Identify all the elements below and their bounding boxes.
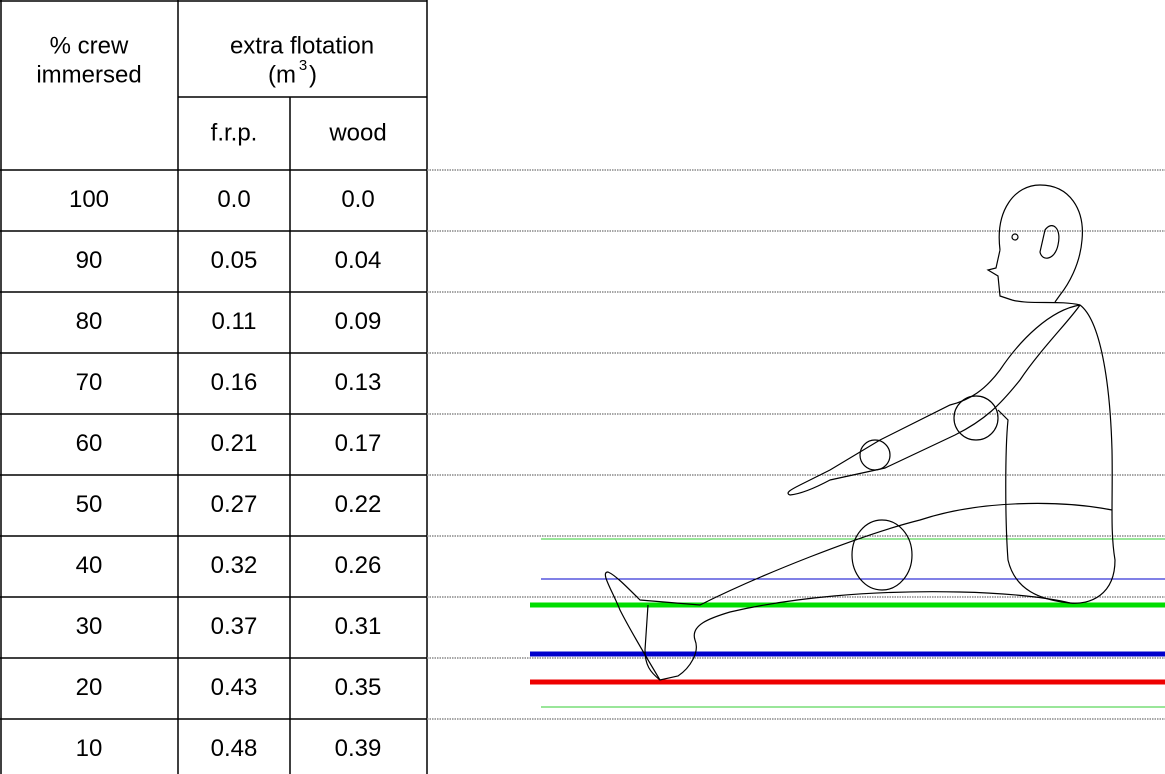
seated-figure	[604, 184, 1116, 681]
ear	[1039, 225, 1060, 259]
table-cell: 0.05	[211, 247, 258, 274]
table-cell: 0.11	[212, 308, 257, 335]
table-cell: 0.27	[211, 491, 258, 518]
leg	[604, 502, 1113, 681]
table	[0, 0, 428, 774]
arm	[787, 304, 1081, 496]
elbow	[953, 395, 999, 441]
table-cell: 0.09	[335, 308, 382, 335]
table-cell: 10	[76, 735, 103, 762]
knee	[851, 519, 913, 591]
table-cell: 0.22	[335, 491, 382, 518]
table-cell: 0.16	[211, 369, 258, 396]
table-cell: 0.13	[335, 369, 382, 396]
table-cell: 0.37	[211, 613, 258, 640]
table-cell: 0.04	[335, 247, 382, 274]
table-cell: 0.26	[335, 552, 382, 579]
table-cell: 80	[76, 308, 103, 335]
header-frp: f.r.p.	[211, 119, 258, 146]
table-cell: 0.21	[211, 430, 258, 457]
table-cell: 0.39	[335, 735, 382, 762]
header-unit: (m	[268, 61, 296, 88]
table-cell: 0.32	[211, 552, 258, 579]
table-cell: 0.43	[211, 674, 258, 701]
wrist	[859, 439, 891, 471]
table-cell: 0.31	[335, 613, 382, 640]
foot	[644, 604, 661, 681]
header-unit: )	[309, 61, 317, 88]
header-crew: % crew	[50, 32, 129, 59]
head	[986, 184, 1083, 303]
table-cell: 90	[76, 247, 103, 274]
table-cell: 0.48	[211, 735, 258, 762]
header-wood: wood	[328, 119, 386, 146]
table-cell: 40	[76, 552, 103, 579]
header-crew: immersed	[36, 61, 141, 88]
eye	[1011, 233, 1019, 241]
table-cell: 100	[69, 186, 109, 213]
table-cell: 60	[76, 430, 103, 457]
header-unit-exp: 3	[299, 57, 307, 74]
table-cell: 0.17	[335, 430, 382, 457]
torso	[997, 299, 1116, 604]
table-cell: 0.0	[217, 186, 250, 213]
table-cell: 70	[76, 369, 103, 396]
table-rows: 100 0.0 0.0 90 0.05 0.04 80 0.11 0.09 70 0.16 0.13 6…	[0, 186, 427, 762]
table-cell: 50	[76, 491, 103, 518]
table-cell: 20	[76, 674, 103, 701]
reference-lines	[427, 169, 1165, 720]
table-cell: 0.0	[341, 186, 374, 213]
header-flotation: extra flotation	[230, 32, 374, 59]
table-cell: 0.35	[335, 674, 382, 701]
table-cell: 30	[76, 613, 103, 640]
